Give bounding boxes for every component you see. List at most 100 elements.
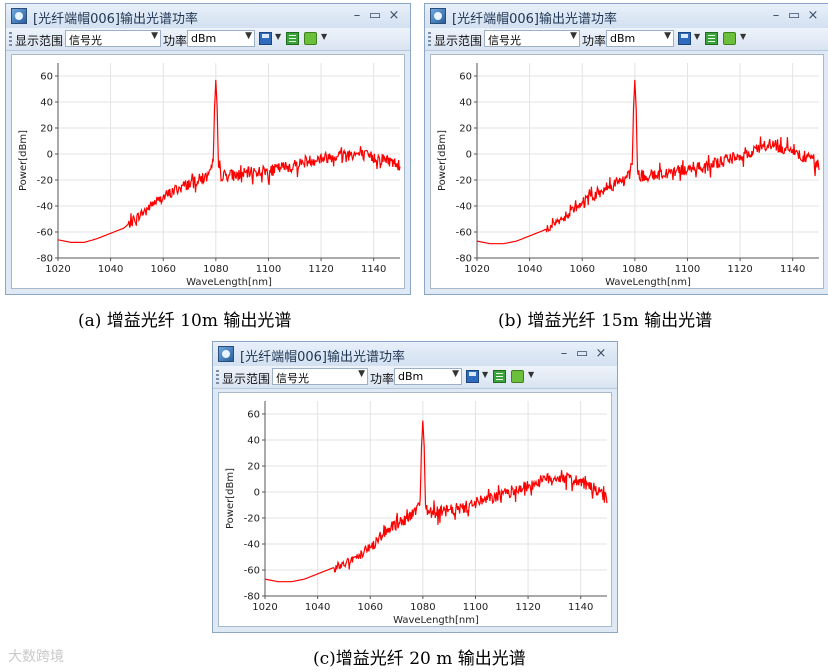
window-title: [光纤端帽006]输出光谱功率 bbox=[240, 350, 405, 365]
watermark: 大数跨境 bbox=[8, 649, 64, 665]
power-unit-value: dBm bbox=[191, 32, 217, 45]
grid-export-icon[interactable] bbox=[705, 32, 718, 45]
app-icon bbox=[11, 8, 27, 24]
power-unit-select[interactable]: dBm ▼ bbox=[394, 368, 462, 385]
x-tick-label: 1040 bbox=[517, 264, 542, 275]
y-tick-label: -20 bbox=[244, 514, 260, 525]
minimize-button[interactable]: – bbox=[353, 8, 361, 23]
close-button[interactable]: × bbox=[388, 8, 400, 23]
save-icon[interactable] bbox=[259, 32, 272, 45]
more-dropdown-icon[interactable]: ▼ bbox=[528, 370, 535, 379]
toolbar: 显示范围 信号光 ▼ 功率 dBm ▼ ▼ ▼ bbox=[425, 28, 828, 51]
toolbar-grip[interactable] bbox=[216, 370, 219, 384]
grid-export-icon[interactable] bbox=[286, 32, 299, 45]
x-tick-label: 1040 bbox=[98, 264, 123, 275]
more-dropdown-icon[interactable]: ▼ bbox=[740, 32, 747, 41]
toolbar-grip[interactable] bbox=[428, 32, 431, 46]
toolbar: 显示范围 信号光 ▼ 功率 dBm ▼ ▼ ▼ bbox=[6, 28, 410, 51]
spectrum-window-c: [光纤端帽006]输出光谱功率 – ▭ × 显示范围 信号光 ▼ 功率 dBm … bbox=[212, 341, 618, 633]
y-tick-label: 20 bbox=[459, 124, 472, 135]
y-axis-label: Power[dBm] bbox=[437, 130, 448, 191]
x-tick-label: 1020 bbox=[252, 602, 277, 613]
save-dropdown-icon[interactable]: ▼ bbox=[482, 370, 489, 379]
range-label: 显示范围 bbox=[434, 34, 483, 48]
save-dropdown-icon[interactable]: ▼ bbox=[694, 32, 701, 41]
grid-export-icon[interactable] bbox=[493, 370, 506, 383]
y-tick-label: -60 bbox=[456, 228, 472, 239]
title-bar[interactable]: [光纤端帽006]输出光谱功率 – ▭ × bbox=[6, 4, 410, 28]
spectrum-chart: 1020 1040 1060 1080 1100 1120 1140 -80 -60 -40 -20… bbox=[437, 63, 820, 288]
x-tick-label: 1140 bbox=[361, 264, 386, 275]
more-dropdown-icon[interactable]: ▼ bbox=[321, 32, 328, 41]
power-label: 功率 bbox=[370, 372, 395, 386]
lock-icon[interactable] bbox=[511, 370, 524, 383]
y-tick-label: -80 bbox=[244, 592, 260, 603]
x-axis-label: WaveLength[nm] bbox=[393, 615, 479, 626]
caption-c: (c)增益光纤 20 m 输出光谱 bbox=[313, 649, 526, 669]
power-label: 功率 bbox=[582, 34, 607, 48]
y-tick-label: -60 bbox=[37, 228, 53, 239]
close-button[interactable]: × bbox=[807, 8, 819, 23]
x-tick-label: 1120 bbox=[727, 264, 752, 275]
chevron-down-icon: ▼ bbox=[358, 369, 365, 379]
spectrum-series-line bbox=[264, 420, 608, 583]
y-tick-label: 60 bbox=[459, 72, 472, 83]
range-select[interactable]: 信号光 ▼ bbox=[65, 30, 161, 47]
maximize-button[interactable]: ▭ bbox=[368, 8, 382, 23]
caption-b: (b) 增益光纤 15m 输出光谱 bbox=[498, 311, 713, 331]
power-unit-value: dBm bbox=[398, 370, 424, 383]
toolbar: 显示范围 信号光 ▼ 功率 dBm ▼ ▼ ▼ bbox=[213, 366, 617, 389]
range-select-value: 信号光 bbox=[488, 34, 521, 47]
x-axis-label: WaveLength[nm] bbox=[605, 277, 691, 288]
x-tick-label: 1120 bbox=[308, 264, 333, 275]
power-unit-value: dBm bbox=[610, 32, 636, 45]
chevron-down-icon: ▼ bbox=[151, 31, 158, 41]
toolbar-grip[interactable] bbox=[9, 32, 12, 46]
y-tick-label: 60 bbox=[247, 410, 260, 421]
minimize-button[interactable]: – bbox=[772, 8, 780, 23]
save-dropdown-icon[interactable]: ▼ bbox=[275, 32, 282, 41]
lock-icon[interactable] bbox=[304, 32, 317, 45]
y-tick-label: 20 bbox=[40, 124, 53, 135]
save-icon[interactable] bbox=[678, 32, 691, 45]
app-icon bbox=[218, 346, 234, 362]
y-tick-label: 40 bbox=[40, 98, 53, 109]
x-tick-label: 1100 bbox=[675, 264, 700, 275]
chevron-down-icon: ▼ bbox=[570, 31, 577, 41]
lock-icon[interactable] bbox=[723, 32, 736, 45]
spectrum-series-line bbox=[476, 79, 820, 245]
y-tick-label: 60 bbox=[40, 72, 53, 83]
minimize-button[interactable]: – bbox=[560, 346, 568, 361]
y-tick-label: -20 bbox=[37, 176, 53, 187]
spectrum-window-b: [光纤端帽006]输出光谱功率 – ▭ × 显示范围 信号光 ▼ 功率 dBm … bbox=[424, 3, 828, 295]
x-tick-label: 1060 bbox=[358, 602, 383, 613]
y-tick-label: -80 bbox=[37, 254, 53, 265]
chevron-down-icon: ▼ bbox=[664, 31, 671, 41]
y-tick-label: -20 bbox=[456, 176, 472, 187]
x-tick-label: 1140 bbox=[780, 264, 805, 275]
power-unit-select[interactable]: dBm ▼ bbox=[187, 30, 255, 47]
x-tick-label: 1020 bbox=[464, 264, 489, 275]
maximize-button[interactable]: ▭ bbox=[575, 346, 589, 361]
range-select-value: 信号光 bbox=[276, 372, 309, 385]
title-bar[interactable]: [光纤端帽006]输出光谱功率 – ▭ × bbox=[425, 4, 828, 28]
maximize-button[interactable]: ▭ bbox=[787, 8, 801, 23]
x-tick-label: 1100 bbox=[256, 264, 281, 275]
save-icon[interactable] bbox=[466, 370, 479, 383]
x-tick-label: 1060 bbox=[151, 264, 176, 275]
x-tick-label: 1060 bbox=[570, 264, 595, 275]
power-unit-select[interactable]: dBm ▼ bbox=[606, 30, 674, 47]
range-select[interactable]: 信号光 ▼ bbox=[484, 30, 580, 47]
app-icon bbox=[430, 8, 446, 24]
plot-area: 1020 1040 1060 1080 1100 1120 1140 -80 -60 -40 -20… bbox=[218, 392, 612, 627]
x-tick-label: 1120 bbox=[515, 602, 540, 613]
y-axis-label: Power[dBm] bbox=[225, 468, 236, 529]
close-button[interactable]: × bbox=[595, 346, 607, 361]
x-tick-label: 1100 bbox=[463, 602, 488, 613]
range-select[interactable]: 信号光 ▼ bbox=[272, 368, 368, 385]
x-tick-label: 1040 bbox=[305, 602, 330, 613]
y-tick-label: 0 bbox=[47, 150, 53, 161]
window-title: [光纤端帽006]输出光谱功率 bbox=[33, 12, 198, 27]
x-tick-label: 1080 bbox=[622, 264, 647, 275]
title-bar[interactable]: [光纤端帽006]输出光谱功率 – ▭ × bbox=[213, 342, 617, 366]
